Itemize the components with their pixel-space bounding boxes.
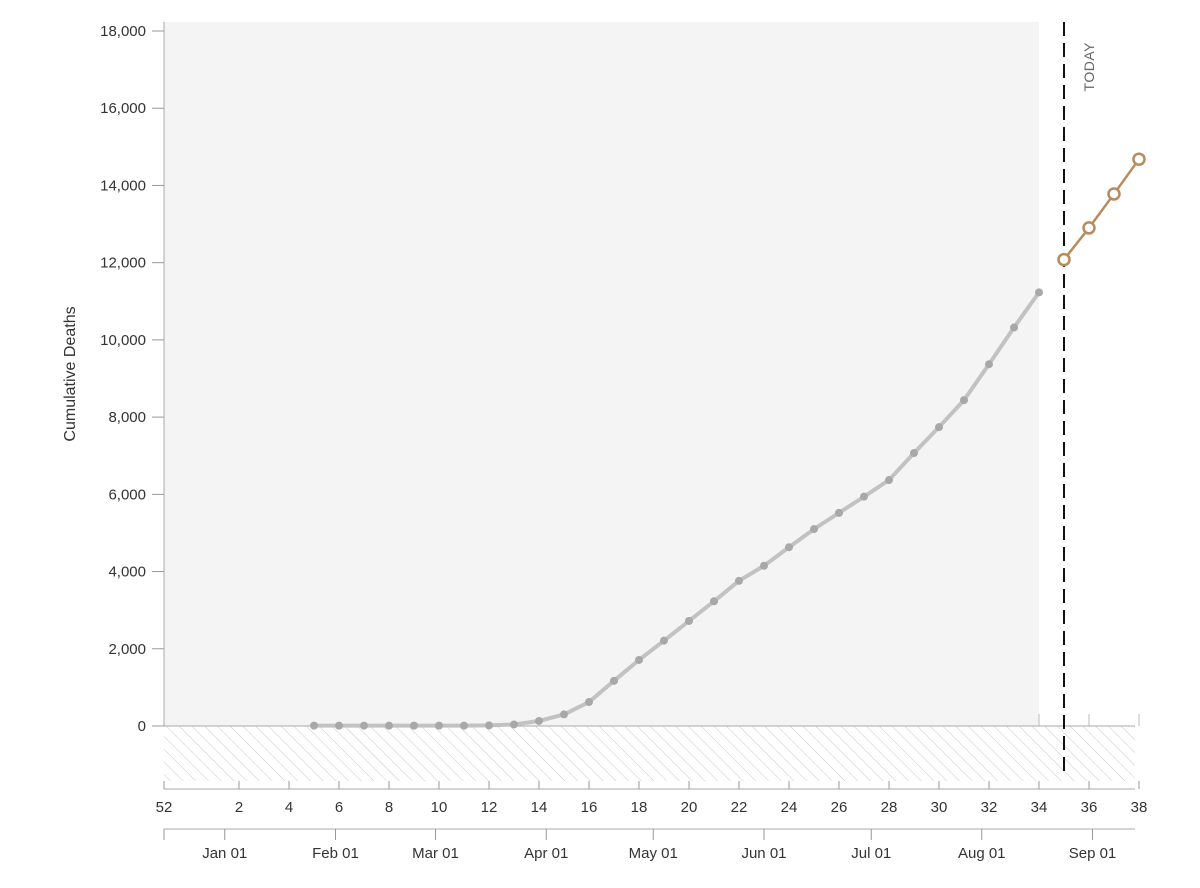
forecast-series-line bbox=[1063, 158, 1141, 261]
month-tick-label: Jan 01 bbox=[202, 845, 247, 862]
observed-point bbox=[685, 616, 693, 625]
observed-point bbox=[735, 576, 743, 585]
week-axis: 52 2 4 6 8 10 12 14 16 18 20 22 24 26 28 30 32 34 36 38 bbox=[156, 714, 1148, 816]
month-tick-label: Aug 01 bbox=[958, 845, 1006, 862]
observed-point bbox=[460, 721, 468, 730]
week-tick-label: 6 bbox=[335, 799, 343, 816]
forecast-point bbox=[1107, 187, 1121, 201]
observed-point bbox=[635, 655, 643, 664]
week-tick-label: 4 bbox=[285, 799, 293, 816]
observed-point bbox=[485, 721, 493, 730]
observed-point bbox=[860, 492, 868, 501]
observed-point bbox=[960, 396, 968, 405]
week-tick-label: 8 bbox=[385, 799, 393, 816]
month-tick-label: Apr 01 bbox=[524, 845, 568, 862]
month-tick-label: Jun 01 bbox=[741, 845, 786, 862]
y-tick-label: 10,000 bbox=[100, 332, 146, 349]
observed-point bbox=[335, 721, 343, 730]
week-tick-label: 28 bbox=[881, 799, 898, 816]
observed-point bbox=[1010, 323, 1018, 332]
today-label: TODAY bbox=[1081, 42, 1097, 92]
observed-point bbox=[510, 720, 518, 729]
y-tick-label: 4,000 bbox=[108, 564, 146, 581]
y-tick-label: 8,000 bbox=[108, 409, 146, 426]
week-tick-label: 24 bbox=[781, 799, 798, 816]
observed-point bbox=[360, 721, 368, 730]
week-tick-label: 14 bbox=[531, 799, 548, 816]
y-tick-label: 18,000 bbox=[100, 23, 146, 40]
observed-point bbox=[585, 698, 593, 707]
month-tick-label: Feb 01 bbox=[312, 845, 359, 862]
week-tick-label: 30 bbox=[931, 799, 948, 816]
forecast-point bbox=[1132, 152, 1146, 166]
observed-point bbox=[310, 721, 318, 730]
week-tick-label: 32 bbox=[981, 799, 998, 816]
observed-point bbox=[435, 721, 443, 730]
y-tick-label: 12,000 bbox=[100, 255, 146, 272]
observed-point bbox=[1035, 288, 1043, 297]
observed-point bbox=[710, 597, 718, 606]
observed-point bbox=[610, 676, 618, 685]
y-tick-label: 2,000 bbox=[108, 641, 146, 658]
observed-point bbox=[835, 508, 843, 517]
week-tick-label: 34 bbox=[1031, 799, 1048, 816]
week-tick-label: 2 bbox=[235, 799, 243, 816]
forecast-series bbox=[1057, 152, 1146, 267]
observed-point bbox=[910, 449, 918, 458]
week-tick-label: 20 bbox=[681, 799, 698, 816]
month-tick-label: Jul 01 bbox=[851, 845, 891, 862]
observed-point bbox=[885, 476, 893, 485]
y-tick-label: 14,000 bbox=[100, 177, 146, 194]
y-tick-label: 0 bbox=[138, 718, 146, 735]
month-axis: Jan 01 Feb 01 Mar 01 Apr 01 May 01 Jun 01 Jul … bbox=[163, 828, 1135, 862]
observed-point bbox=[660, 636, 668, 645]
observed-point bbox=[985, 360, 993, 369]
week-tick-label: 36 bbox=[1081, 799, 1098, 816]
y-axis-title: Cumulative Deaths bbox=[62, 306, 79, 441]
week-tick-label: 16 bbox=[581, 799, 598, 816]
week-tick-label: 18 bbox=[631, 799, 648, 816]
y-axis: 0 2,000 4,000 6,000 8,000 10,000 12,000 14,000 1… bbox=[100, 22, 1135, 735]
week-tick-label: 38 bbox=[1131, 799, 1148, 816]
observed-point bbox=[785, 543, 793, 552]
week-tick-label: 26 bbox=[831, 799, 848, 816]
observed-point bbox=[810, 525, 818, 534]
observed-point bbox=[935, 423, 943, 432]
forecast-point bbox=[1057, 252, 1071, 267]
forecast-point bbox=[1082, 221, 1096, 235]
week-tick-label: 52 bbox=[156, 799, 173, 816]
month-tick-label: May 01 bbox=[629, 845, 678, 862]
month-tick-label: Sep 01 bbox=[1069, 845, 1117, 862]
observed-point bbox=[760, 561, 768, 570]
below-zero-hatched-region bbox=[164, 726, 1135, 781]
observed-series bbox=[310, 288, 1043, 730]
y-tick-label: 16,000 bbox=[100, 100, 146, 117]
observed-point bbox=[560, 710, 568, 719]
observed-region-background bbox=[164, 22, 1039, 726]
y-tick-label: 6,000 bbox=[108, 486, 146, 503]
week-tick-label: 10 bbox=[431, 799, 448, 816]
observed-point bbox=[410, 721, 418, 730]
observed-series-line bbox=[312, 290, 1041, 728]
week-tick-label: 22 bbox=[731, 799, 748, 816]
week-tick-label: 12 bbox=[481, 799, 498, 816]
observed-point bbox=[385, 721, 393, 730]
month-tick-label: Mar 01 bbox=[412, 845, 459, 862]
observed-point bbox=[535, 716, 543, 725]
